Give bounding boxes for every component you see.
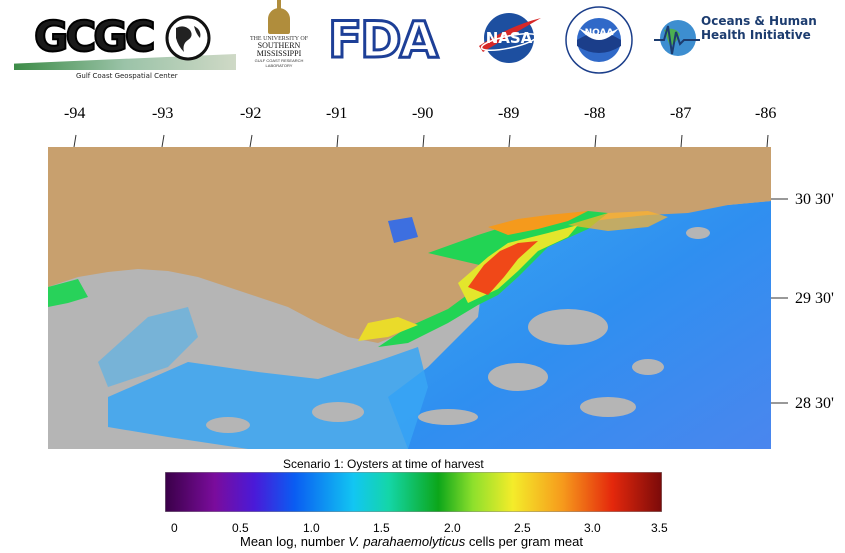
colorbar-tick-2-0: 2.0 xyxy=(444,521,461,535)
cloud-patches xyxy=(206,227,710,433)
colorbar-tick-2-5: 2.5 xyxy=(514,521,531,535)
land xyxy=(48,147,771,343)
noaa-seal-icon: NOAA xyxy=(565,6,633,74)
lon-label-90: -90 xyxy=(412,105,434,122)
lon-label-94: -94 xyxy=(64,105,86,122)
building-icon xyxy=(268,0,290,34)
nasa-text: NASA xyxy=(486,29,533,47)
usm-logo: THE UNIVERSITY OF SOUTHERN MISSISSIPPI G… xyxy=(248,0,310,76)
usm-line3: MISSISSIPPI xyxy=(256,49,302,58)
colorbar xyxy=(165,472,662,512)
shelf-water xyxy=(108,347,428,449)
colorbar-axis-label: Mean log, number V. parahaemolyticus cel… xyxy=(240,534,583,549)
nasa-meatball-icon: NASA xyxy=(479,13,541,63)
lat-label-30-30: 30 30' xyxy=(795,191,834,208)
west-green-band xyxy=(48,279,88,307)
usm-line2: SOUTHERN xyxy=(257,41,301,50)
colorbar-tick-1-0: 1.0 xyxy=(303,521,320,535)
logo-bar: GCGC Gulf Coast Geospatial Center THE UN… xyxy=(0,0,845,82)
colorbar-label-suffix: cells per gram meat xyxy=(465,534,583,549)
lat-label-28-30: 28 30' xyxy=(795,395,834,412)
lon-label-87: -87 xyxy=(670,105,692,122)
gcgc-logo-text: GCGC xyxy=(33,11,157,62)
usm-line4: GULF COAST RESEARCH xyxy=(254,58,304,63)
heartbeat-globe-icon xyxy=(654,20,700,56)
gcgc-subtitle: Gulf Coast Geospatial Center xyxy=(76,72,178,80)
noaa-logo: NOAA xyxy=(565,6,633,74)
lon-label-89: -89 xyxy=(498,105,520,122)
lat-label-29-30: 29 30' xyxy=(795,290,834,307)
globe-icon xyxy=(165,15,211,61)
colorbar-tick-0: 0 xyxy=(171,521,178,535)
gcgc-logo: GCGC Gulf Coast Geospatial Center xyxy=(14,8,236,80)
usm-line5: LABORATORY xyxy=(265,63,293,68)
lon-label-92: -92 xyxy=(240,105,262,122)
coastal-orange-band xyxy=(488,211,588,235)
usm-line1: THE UNIVERSITY OF xyxy=(249,36,309,42)
coastal-red-band xyxy=(468,241,538,295)
ohhi-line2: Health Initiative xyxy=(701,28,811,42)
satellite-map xyxy=(48,147,771,449)
noaa-text: NOAA xyxy=(585,28,614,38)
colorbar-tick-3-0: 3.0 xyxy=(584,521,601,535)
colorbar-label-species: V. parahaemolyticus xyxy=(348,534,466,549)
colorbar-tick-0-5: 0.5 xyxy=(232,521,249,535)
lon-label-86: -86 xyxy=(755,105,777,122)
colorbar-tick-1-5: 1.5 xyxy=(373,521,390,535)
lon-label-88: -88 xyxy=(584,105,606,122)
lon-label-91: -91 xyxy=(326,105,348,122)
colorbar-title: Scenario 1: Oysters at time of harvest xyxy=(283,457,484,471)
mid-yellow-band xyxy=(358,317,418,341)
lon-label-93: -93 xyxy=(152,105,174,122)
bay-blue-patch xyxy=(388,217,418,243)
fda-logo: FDA xyxy=(326,11,439,70)
colorbar-label-prefix: Mean log, number xyxy=(240,534,349,549)
mississippi-river-plume xyxy=(568,211,668,231)
west-shelf-water xyxy=(98,307,198,387)
colorbar-gradient xyxy=(165,472,662,512)
ohhi-logo: Oceans & Human Health Initiative xyxy=(654,10,829,70)
colorbar-tick-3-5: 3.5 xyxy=(651,521,668,535)
nasa-logo: NASA xyxy=(473,12,545,64)
ohhi-line1: Oceans & Human xyxy=(701,14,817,28)
